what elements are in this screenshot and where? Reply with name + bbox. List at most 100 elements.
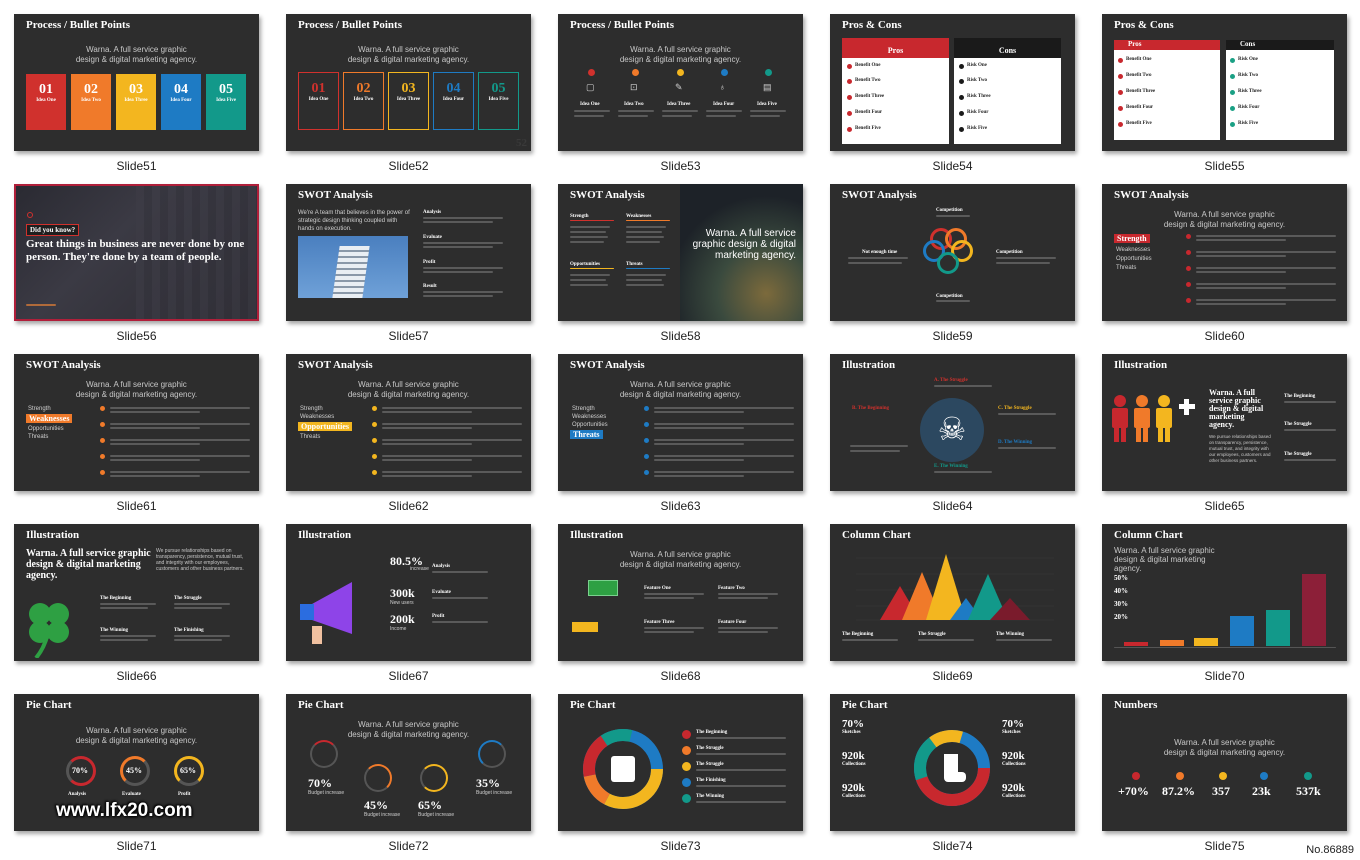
slide-label: Slide54 xyxy=(932,159,973,173)
slide-preview: Illustration 80.5% increase 300k New use… xyxy=(286,524,531,661)
slide-title: SWOT Analysis xyxy=(1114,189,1189,201)
slide-label: Slide55 xyxy=(1204,159,1245,173)
slide-title: SWOT Analysis xyxy=(298,359,373,371)
slide-label: Slide59 xyxy=(932,329,973,343)
slide-title: Process / Bullet Points xyxy=(26,19,130,31)
step-label: Idea Three xyxy=(667,102,691,107)
swot-item-label: Result xyxy=(423,284,437,289)
slide-thumbnail-74[interactable]: Pie Chart 70% Sketches 920k Collections 92… xyxy=(830,694,1075,853)
slide-label: Slide70 xyxy=(1204,669,1245,683)
slide-label: Slide71 xyxy=(116,839,157,853)
slide-thumbnail-51[interactable]: Process / Bullet Points Warna. A full se… xyxy=(14,14,259,173)
slide-label: Slide64 xyxy=(932,499,973,513)
slide-subtitle: Warna. A full service graphic design & d… xyxy=(347,720,470,739)
slide-thumbnail-71[interactable]: Pie Chart Warna. A full service graphic … xyxy=(14,694,259,853)
swot-item-label: Profit xyxy=(423,260,436,265)
cons-panel xyxy=(954,58,1061,144)
slide-title: Illustration xyxy=(570,529,624,541)
step-dot xyxy=(721,69,728,76)
donut-chart xyxy=(583,729,663,809)
slide-subtitle: Warna. A full service graphic design & d… xyxy=(1163,738,1286,757)
slide-thumbnail-67[interactable]: Illustration 80.5% increase 300k New use… xyxy=(286,524,531,683)
headline: Warna. A full service graphic design & d… xyxy=(26,548,151,581)
slide-thumbnail-65[interactable]: Illustration Warna. A full service graph… xyxy=(1102,354,1347,513)
slide-preview: Numbers Warna. A full service graphic de… xyxy=(1102,694,1347,831)
swot-highlight: Threats xyxy=(570,430,603,439)
skull-badge xyxy=(920,398,984,462)
slide-preview: Pie Chart Warna. A full service graphic … xyxy=(286,694,531,831)
slide-preview: Column Chart The Beginning The Struggle … xyxy=(830,524,1075,661)
slide-preview: Pie Chart The Beginning The Struggle The… xyxy=(558,694,803,831)
step-dot xyxy=(765,69,772,76)
slide-thumbnail-59[interactable]: SWOT Analysis Competition Not enough tim… xyxy=(830,184,1075,343)
slide-thumbnail-73[interactable]: Pie Chart The Beginning The Struggle The… xyxy=(558,694,803,853)
location-pin-icon xyxy=(27,212,33,218)
clipboard-icon: ▢ xyxy=(586,82,595,92)
swot-item-label: Evaluate xyxy=(423,235,442,240)
slide-thumbnail-53[interactable]: Process / Bullet Points Warna. A full se… xyxy=(558,14,803,173)
triangle-column-chart xyxy=(856,554,1054,621)
slide-preview: SWOT Analysis Competition Not enough tim… xyxy=(830,184,1075,321)
idea-block: 03 Idea Three xyxy=(388,72,429,130)
building-photo xyxy=(298,236,408,298)
slide-preview: Illustration Warna. A full service graph… xyxy=(1102,354,1347,491)
slide-thumbnail-54[interactable]: Pros & Cons Pros Cons Benefit One Benefi… xyxy=(830,14,1075,173)
did-you-know-tag: Did you know? xyxy=(26,224,80,236)
stadium-photo xyxy=(680,184,803,321)
slide-preview: Pie Chart Warna. A full service graphic … xyxy=(14,694,259,831)
slide-preview: SWOT Analysis Warna. A full service grap… xyxy=(558,354,803,491)
slide-preview: Process / Bullet Points Warna. A full se… xyxy=(14,14,259,151)
slide-label: Slide53 xyxy=(660,159,701,173)
step-dot xyxy=(588,69,595,76)
slide-thumbnail-60[interactable]: SWOT Analysis Warna. A full service grap… xyxy=(1102,184,1347,343)
swot-highlight: Strength xyxy=(1114,234,1150,243)
slide-thumbnail-61[interactable]: SWOT Analysis Warna. A full service grap… xyxy=(14,354,259,513)
slide-thumbnail-75[interactable]: Numbers Warna. A full service graphic de… xyxy=(1102,694,1347,853)
slide-thumbnail-55[interactable]: Pros & Cons Pros Cons Benefit One Benefi… xyxy=(1102,14,1347,173)
slide-thumbnail-57[interactable]: SWOT Analysis We're A team that believes… xyxy=(286,184,531,343)
pros-header: Pros xyxy=(1114,40,1220,50)
globe-icon xyxy=(1304,772,1312,780)
slide-title: Pros & Cons xyxy=(842,19,902,31)
headline: Warna. A full service graphic design & d… xyxy=(1209,388,1264,429)
slide-label: Slide67 xyxy=(388,669,429,683)
slide-label: Slide73 xyxy=(660,839,701,853)
slide-label: Slide66 xyxy=(116,669,157,683)
slide-thumbnail-72[interactable]: Pie Chart Warna. A full service graphic … xyxy=(286,694,531,853)
slide-title: Pie Chart xyxy=(570,699,616,711)
slide-label: Slide65 xyxy=(1204,499,1245,513)
slide-thumbnail-64[interactable]: Illustration A. The Struggle B. The Begi… xyxy=(830,354,1075,513)
slide-title: SWOT Analysis xyxy=(298,189,373,201)
donut-chart xyxy=(914,730,990,806)
book-icon: ▤ xyxy=(763,82,772,92)
idea-block: 01 Idea One xyxy=(298,72,339,130)
team-people-icon xyxy=(1112,395,1195,442)
slide-thumbnail-66[interactable]: Illustration Warna. A full service graph… xyxy=(14,524,259,683)
slide-thumbnail-70[interactable]: Column Chart Warna. A full service graph… xyxy=(1102,524,1347,683)
slide-preview: Pros & Cons Pros Cons Benefit One Benefi… xyxy=(1102,14,1347,151)
idea-block: 01 Idea One xyxy=(26,74,66,130)
slide-preview: SWOT Analysis Warna. A full service grap… xyxy=(14,354,259,491)
pros-panel xyxy=(842,58,949,144)
slide-label: Slide72 xyxy=(388,839,429,853)
slide-subtitle: Warna. A full service graphic design & d… xyxy=(1114,546,1215,573)
slide-thumbnail-52[interactable]: Process / Bullet Points Warna. A full se… xyxy=(286,14,531,173)
slide-preview: Pie Chart 70% Sketches 920k Collections 92… xyxy=(830,694,1075,831)
slide-title: Illustration xyxy=(1114,359,1168,371)
slide-thumbnail-63[interactable]: SWOT Analysis Warna. A full service grap… xyxy=(558,354,803,513)
slide-title: Pie Chart xyxy=(842,699,888,711)
slide-thumbnail-56[interactable]: Did you know? Great things in business a… xyxy=(14,184,259,343)
slide-preview: SWOT Analysis Warna. A full service grap… xyxy=(1102,184,1347,321)
slide-title: Illustration xyxy=(842,359,896,371)
step-label: Idea Five xyxy=(757,102,777,107)
slide-thumbnail-69[interactable]: Column Chart The Beginning The Struggle … xyxy=(830,524,1075,683)
slide-title: SWOT Analysis xyxy=(570,189,645,201)
slide-thumbnail-62[interactable]: SWOT Analysis Warna. A full service grap… xyxy=(286,354,531,513)
slide-thumbnail-68[interactable]: Illustration Warna. A full service graph… xyxy=(558,524,803,683)
slide-thumbnail-58[interactable]: SWOT Analysis Strength Weaknesses Opport… xyxy=(558,184,803,343)
idea-block: 05 Idea Five xyxy=(206,74,246,130)
chart-icon xyxy=(1260,772,1268,780)
slide-label: Slide60 xyxy=(1204,329,1245,343)
step-dot xyxy=(632,69,639,76)
